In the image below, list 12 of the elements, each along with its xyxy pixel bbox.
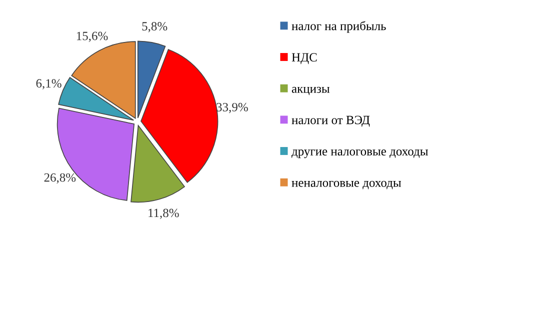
data-label: 26,8% — [44, 173, 76, 184]
data-label: 5,8% — [142, 22, 168, 32]
legend-label: НДС — [292, 53, 317, 64]
legend-label: налог на прибыль — [292, 21, 386, 33]
legend-label: налоги от ВЭД — [292, 116, 370, 127]
data-label: 33,9% — [216, 102, 248, 114]
data-label: 6,1% — [36, 79, 62, 90]
legend-label: другие налоговые доходы — [292, 150, 428, 158]
data-label: 11,8% — [148, 208, 179, 219]
data-label: 15,6% — [76, 32, 108, 42]
legend-label: неналоговые доходы — [292, 180, 402, 190]
legend-label: акцизы — [292, 86, 330, 96]
